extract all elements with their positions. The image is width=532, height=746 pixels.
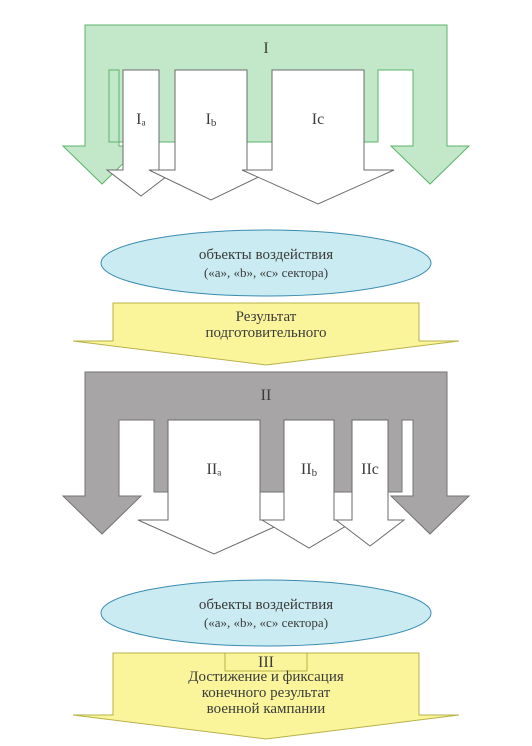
ribbon-line: Результат [236,309,297,325]
ribbon-line: конечного результат [202,685,331,701]
ellipse-line1: объекты воздействия [199,597,333,613]
impact-ellipse [101,580,431,646]
diagram-canvas: IIₐIbIсобъекты воздействия(«a», «b», «с»… [0,0,532,746]
stage-label: I [263,40,268,57]
sub-arrow-label: Iₐ [136,111,146,128]
ellipse-line2: («a», «b», «с» сектора) [204,615,328,630]
ribbon-line: Достижение и фиксация [188,669,344,685]
ellipse-line2: («a», «b», «с» сектора) [204,265,328,280]
ellipse-line1: объекты воздействия [199,247,333,263]
sub-arrow-label: IIₐ [206,461,222,478]
ribbon-line: военной кампании [207,701,326,717]
impact-ellipse [101,230,431,296]
sub-arrow-label: IIс [361,461,379,478]
stage-label: II [261,387,272,404]
ribbon-line: подготовительного [205,325,326,341]
sub-arrow-label: Iс [312,111,324,128]
